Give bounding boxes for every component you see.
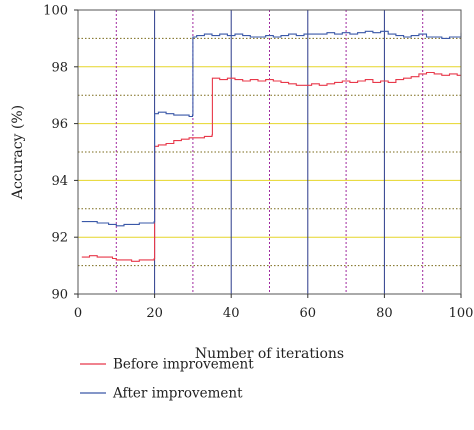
y-tick-label: 100: [43, 4, 68, 19]
x-axis-label: Number of iterations: [195, 346, 344, 362]
legend-label-after-improvement: After improvement: [112, 386, 243, 402]
y-tick-label: 98: [51, 60, 68, 75]
series-line-before-improvement: [81, 71, 461, 262]
y-axis-label: Accuracy (%): [10, 105, 26, 200]
x-tick-label: 40: [223, 306, 240, 321]
y-tick-label: 92: [51, 231, 68, 246]
legend-label-before-improvement: Before improvement: [113, 357, 254, 373]
y-tick-label: 90: [51, 288, 68, 303]
x-tick-label: 60: [300, 306, 317, 321]
plot-series: [81, 30, 462, 262]
x-tick-label: 80: [376, 306, 393, 321]
y-tick-label: 96: [51, 117, 68, 132]
x-tick-label: 100: [449, 306, 474, 321]
plot-frame: [77, 9, 462, 295]
x-tick-label: 0: [74, 306, 82, 321]
y-tick-label: 94: [51, 174, 68, 189]
grid: [78, 10, 462, 294]
x-tick-label: 20: [146, 306, 163, 321]
series-line-after-improvement: [81, 30, 462, 227]
axis-ticks: 0 20 40 60 80 100 90 92 94 96 98 100: [43, 4, 473, 322]
legend: Before improvement After improvement: [80, 357, 254, 402]
